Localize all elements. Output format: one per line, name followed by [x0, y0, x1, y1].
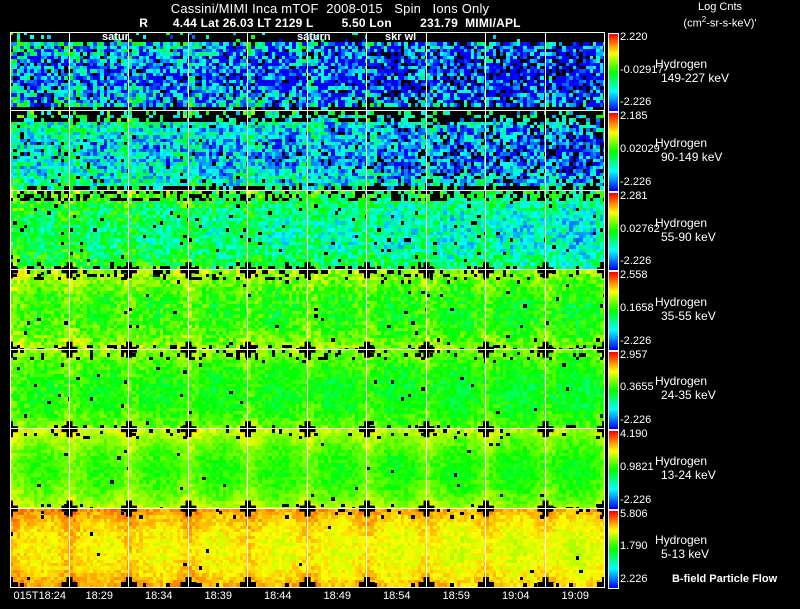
- colorbar-gradient-7: [609, 510, 618, 588]
- x-axis-tick-0: 015T18:24: [13, 590, 67, 602]
- colorbar-tick-mid-panel-4: 0.1658: [620, 302, 654, 314]
- colorbar-title: Log Cnts: [697, 1, 743, 13]
- colorbar-tick-max-panel-6: 4.190: [620, 428, 648, 441]
- colorbar-gradient-1: [609, 34, 618, 112]
- colorbar-tick-min-panel-6: -2.226: [620, 493, 652, 506]
- colorbar-panel-4: [608, 271, 619, 351]
- x-axis-tick-2: 18:34: [144, 590, 173, 602]
- plot-title: Cassini/MIMI Inca mTOF 2008-015 Spin Ion…: [170, 1, 490, 16]
- colorbar-tick-min-panel-7: 2.226: [620, 573, 648, 585]
- panel-label-6: Hydrogen 13-24 keV: [655, 454, 716, 482]
- colorbar-tick-mid-panel-3: 0.02762: [620, 222, 660, 235]
- colorbar-panel-5: [608, 350, 619, 431]
- colorbar-gradient-2: [609, 113, 618, 191]
- panel-species-5: Hydrogen: [655, 374, 708, 389]
- colorbar-panel-1: [608, 33, 619, 113]
- colorbar-units-tail: ': [754, 17, 757, 30]
- panel-species-2: Hydrogen: [655, 136, 708, 151]
- x-axis-tick-8: 19:04: [501, 590, 530, 602]
- panel-species-3: Hydrogen: [655, 215, 708, 230]
- inline-annotation-satur: satur: [102, 31, 129, 43]
- panel-label-2: Hydrogen 90-149 keV: [655, 136, 722, 164]
- plot-subtitle: R 4.44 Lat 26.03 LT 2129 L 5.50 Lon 231.…: [139, 16, 521, 30]
- colorbar-panel-6: [608, 430, 619, 510]
- colorbar-tick-max-panel-4: 2.558: [620, 269, 648, 282]
- colorbar-tick-max-panel-5: 2.957: [620, 348, 648, 361]
- colorbar-tick-max-panel-1: 2.220: [620, 31, 648, 43]
- panel-energy-6: 13-24 keV: [661, 467, 716, 482]
- panel-species-4: Hydrogen: [655, 295, 708, 309]
- colorbar-tick-mid-panel-5: 0.3655: [620, 381, 654, 394]
- panel-label-7: Hydrogen 5-13 keV: [655, 533, 709, 561]
- panel-energy-5: 24-35 keV: [661, 388, 716, 403]
- colorbar-tick-mid-panel-6: 0.9821: [620, 460, 654, 473]
- panel-species-7: Hydrogen: [655, 533, 708, 548]
- colorbar-tick-max-panel-7: 5.806: [620, 507, 648, 520]
- colorbar-units-main: (cm: [683, 17, 702, 30]
- x-axis: 015T18:24 18:29 18:34 18:39 18:44 18:49 18:54 1…: [0, 590, 620, 606]
- panel-energy-7: 5-13 keV: [661, 547, 710, 562]
- x-axis-tick-5: 18:49: [323, 590, 352, 602]
- colorbar-tick-mid-panel-1: -0.02917: [620, 63, 664, 76]
- colorbar-tick-max-panel-2: 2.185: [620, 110, 648, 123]
- colorbar-tick-min-panel-3: -2.226: [620, 255, 652, 268]
- colorbar-gradient-5: [609, 351, 618, 430]
- colorbar-gradient-6: [609, 431, 618, 509]
- inline-annotation-saturn: saturn: [297, 31, 331, 43]
- x-axis-tick-1: 18:29: [85, 590, 114, 602]
- panel-label-3: Hydrogen 55-90 keV: [655, 216, 716, 244]
- colorbar-tick-min-panel-1: -2.226: [620, 96, 652, 109]
- x-axis-tick-7: 18:59: [442, 590, 471, 602]
- spectrogram-canvas[interactable]: [10, 32, 605, 588]
- colorbar-tick-min-panel-2: -2.226: [620, 175, 652, 188]
- panel-label-4: Hydrogen 35-55 keV: [655, 295, 716, 323]
- panel-label-5: Hydrogen 24-35 keV: [655, 374, 716, 402]
- panel-energy-4: 35-55 keV: [661, 309, 716, 323]
- colorbar-tick-max-panel-3: 2.281: [620, 189, 648, 202]
- colorbar-tick-mid-panel-2: 0.02029: [620, 143, 660, 156]
- panel-species-6: Hydrogen: [655, 453, 708, 468]
- colorbar-units-exponent: 2: [701, 15, 707, 24]
- colorbar-units: (cm2-sr-s-keV)': [640, 16, 800, 30]
- panel-energy-1: 149-227 keV: [661, 70, 730, 85]
- colorbar-panel-7: [608, 509, 619, 589]
- panel-species-1: Hydrogen: [655, 56, 708, 71]
- colorbar-tick-min-panel-5: -2.226: [620, 414, 652, 427]
- colorbar-panel-3: [608, 191, 619, 272]
- colorbar-panel-2: [608, 112, 619, 192]
- panel-energy-3: 55-90 keV: [661, 229, 716, 244]
- x-axis-tick-6: 18:54: [382, 590, 411, 602]
- colorbar-gradient-4: [609, 272, 618, 350]
- colorbar-gradient-3: [609, 192, 618, 271]
- colorbar-tick-min-panel-4: -2.226: [620, 334, 652, 347]
- panel-label-1: Hydrogen 149-227 keV: [655, 57, 729, 85]
- colorbar-tick-mid-panel-7: 1.790: [620, 540, 648, 553]
- bfield-particle-flow-note: B-field Particle Flow: [672, 573, 778, 585]
- x-axis-tick-4: 18:44: [263, 590, 292, 602]
- x-axis-tick-3: 18:39: [204, 590, 233, 602]
- inline-annotation-skr-wl: skr wl: [385, 31, 417, 43]
- x-axis-tick-9: 19:09: [561, 590, 590, 602]
- panel-energy-2: 90-149 keV: [661, 150, 723, 165]
- colorbar-units-rest: -sr-s-keV): [706, 17, 755, 30]
